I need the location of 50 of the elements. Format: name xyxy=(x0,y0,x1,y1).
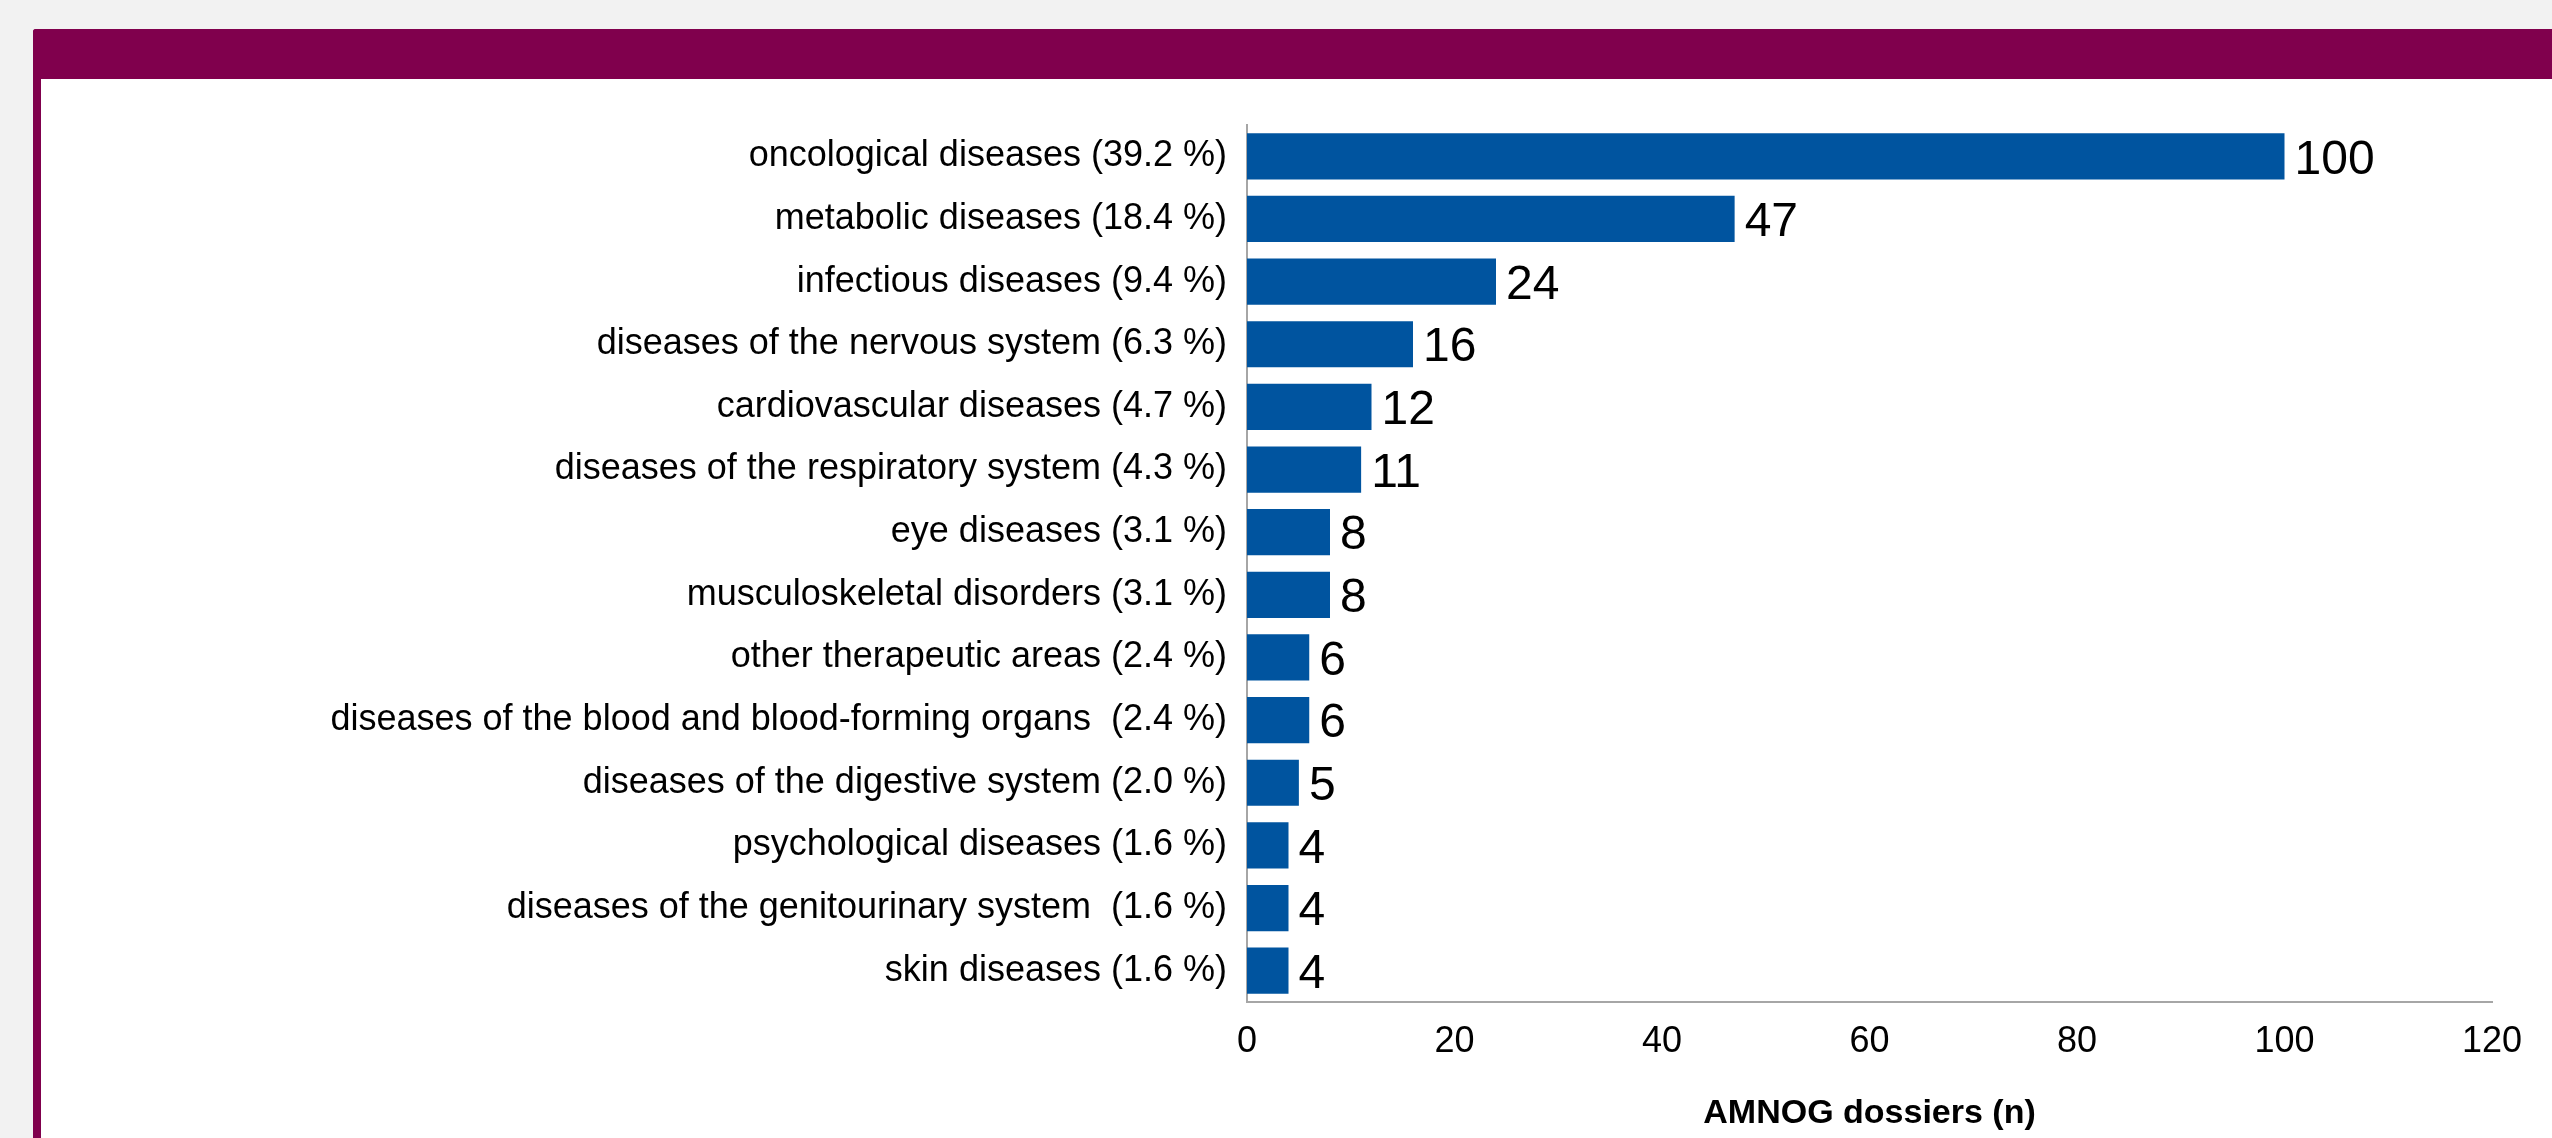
x-tick-label: 40 xyxy=(1641,1018,1683,1060)
data-label: 100 xyxy=(2294,130,2375,184)
y-tick-label: diseases of the respiratory system (4.3 %) xyxy=(554,446,1227,488)
x-tick-label: 0 xyxy=(1236,1018,1258,1060)
data-label: 8 xyxy=(1340,506,1367,560)
y-tick-label: diseases of the digestive system (2.0 %) xyxy=(582,759,1227,801)
bar xyxy=(1247,133,2285,180)
data-label: 16 xyxy=(1423,318,1477,372)
bar xyxy=(1247,884,1289,932)
bar xyxy=(1247,571,1330,618)
bar xyxy=(1247,822,1289,869)
y-tick-label: skin diseases (1.6 %) xyxy=(884,947,1227,989)
data-label: 6 xyxy=(1319,631,1346,685)
bar xyxy=(1247,696,1310,744)
x-tick-label: 20 xyxy=(1434,1018,1475,1060)
x-tick-label: 100 xyxy=(2254,1018,2315,1060)
y-tick-label: psychological diseases (1.6 %) xyxy=(732,822,1227,864)
bar xyxy=(1247,759,1299,806)
data-label: 4 xyxy=(1298,819,1326,873)
y-tick-label: metabolic diseases (18.4 %) xyxy=(774,195,1227,237)
data-label: 24 xyxy=(1506,255,1560,309)
data-label: 4 xyxy=(1298,882,1326,936)
bar xyxy=(1247,258,1496,305)
y-tick-label: cardiovascular diseases (4.7 %) xyxy=(716,383,1227,425)
y-tick-label: oncological diseases (39.2 %) xyxy=(748,133,1227,175)
bar xyxy=(1247,195,1735,243)
x-axis-title: AMNOG dossiers (n) xyxy=(1703,1091,2036,1130)
x-tick-label: 120 xyxy=(2461,1018,2523,1060)
bar xyxy=(1247,947,1289,994)
x-tick-label: 80 xyxy=(2056,1018,2098,1060)
y-tick-label: diseases of the nervous system (6.3 %) xyxy=(596,321,1227,363)
y-tick-label: eye diseases (3.1 %) xyxy=(890,509,1227,551)
y-tick-label: diseases of the blood and blood-forming organs (2.4 %) xyxy=(330,697,1227,739)
y-tick-label: musculoskeletal disorders (3.1 %) xyxy=(686,571,1227,613)
y-tick-label: diseases of the genitourinary system (1.6 %) xyxy=(506,884,1227,926)
bar xyxy=(1247,509,1330,556)
bar xyxy=(1247,446,1362,493)
data-label: 47 xyxy=(1744,193,1799,247)
data-label: 11 xyxy=(1371,443,1421,497)
data-label: 6 xyxy=(1319,694,1346,748)
y-tick-label: other therapeutic areas (2.4 %) xyxy=(730,634,1227,676)
y-tick-label: infectious diseases (9.4 %) xyxy=(796,258,1227,300)
data-label: 5 xyxy=(1308,756,1336,810)
x-tick-label: 60 xyxy=(1849,1018,1890,1060)
data-label: 8 xyxy=(1340,569,1367,623)
bar xyxy=(1247,634,1310,681)
bar xyxy=(1247,321,1413,368)
data-label: 4 xyxy=(1298,944,1326,998)
bar xyxy=(1247,383,1372,431)
data-label: 12 xyxy=(1381,381,1435,435)
